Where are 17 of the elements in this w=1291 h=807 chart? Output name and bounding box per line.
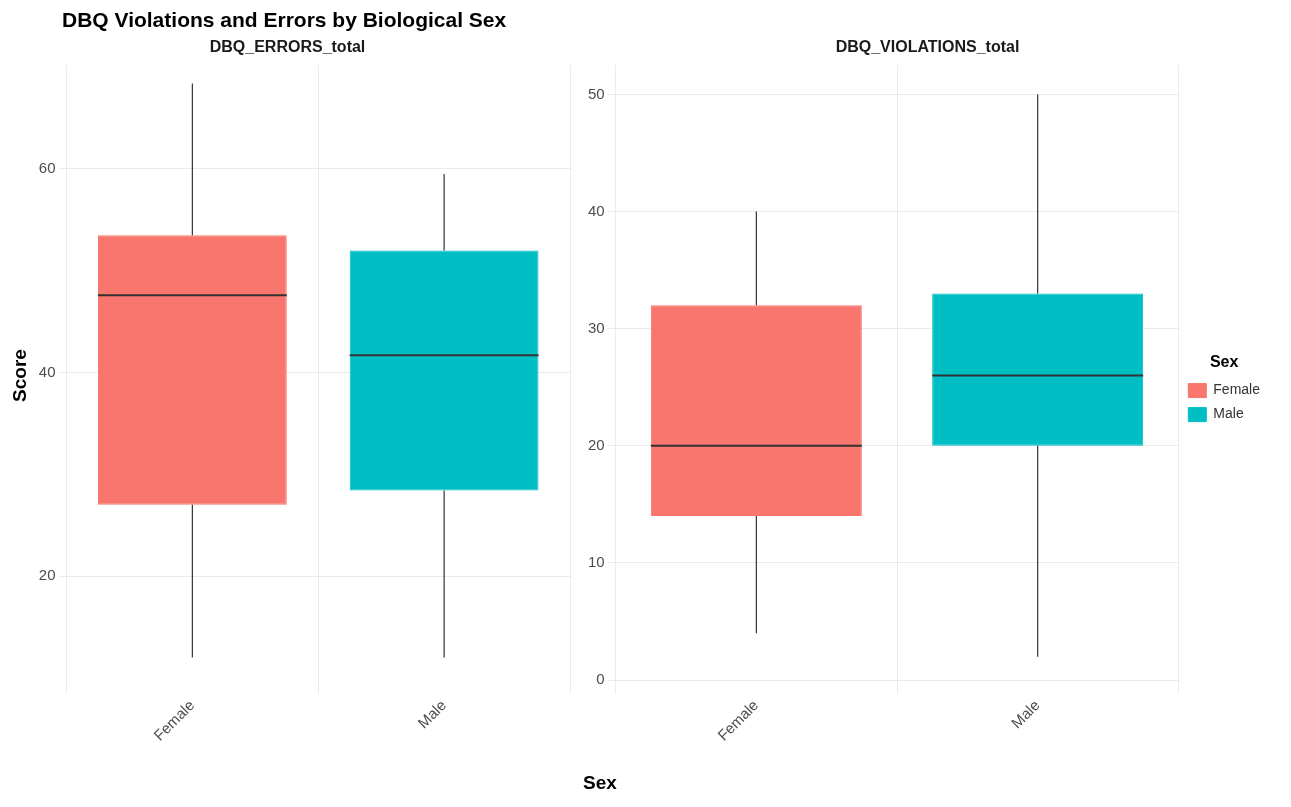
y-tick-label: 10: [588, 553, 605, 571]
legend-label: Female: [1213, 381, 1261, 398]
y-axis-title: Score: [8, 349, 30, 402]
y-tick-label: 20: [588, 435, 605, 453]
y-tick-label: 50: [588, 84, 605, 102]
chart-subtitle: DBQ_ERRORS_total: [209, 38, 366, 56]
y-tick-label: 40: [38, 362, 56, 380]
y-tick-label: 40: [588, 201, 605, 219]
y-tick-label: 0: [596, 670, 605, 688]
x-axis-title: Sex: [582, 772, 618, 794]
legend-title: Sex: [1209, 352, 1239, 370]
y-tick-label: 30: [588, 318, 605, 336]
chart-subtitle: DBQ_VIOLATIONS_total: [835, 38, 1020, 56]
y-tick-label: 20: [38, 566, 56, 584]
legend-label: Male: [1213, 405, 1244, 422]
y-tick-label: 60: [38, 159, 56, 177]
chart-title: DBQ Violations and Errors by Biological Sex: [62, 8, 507, 32]
